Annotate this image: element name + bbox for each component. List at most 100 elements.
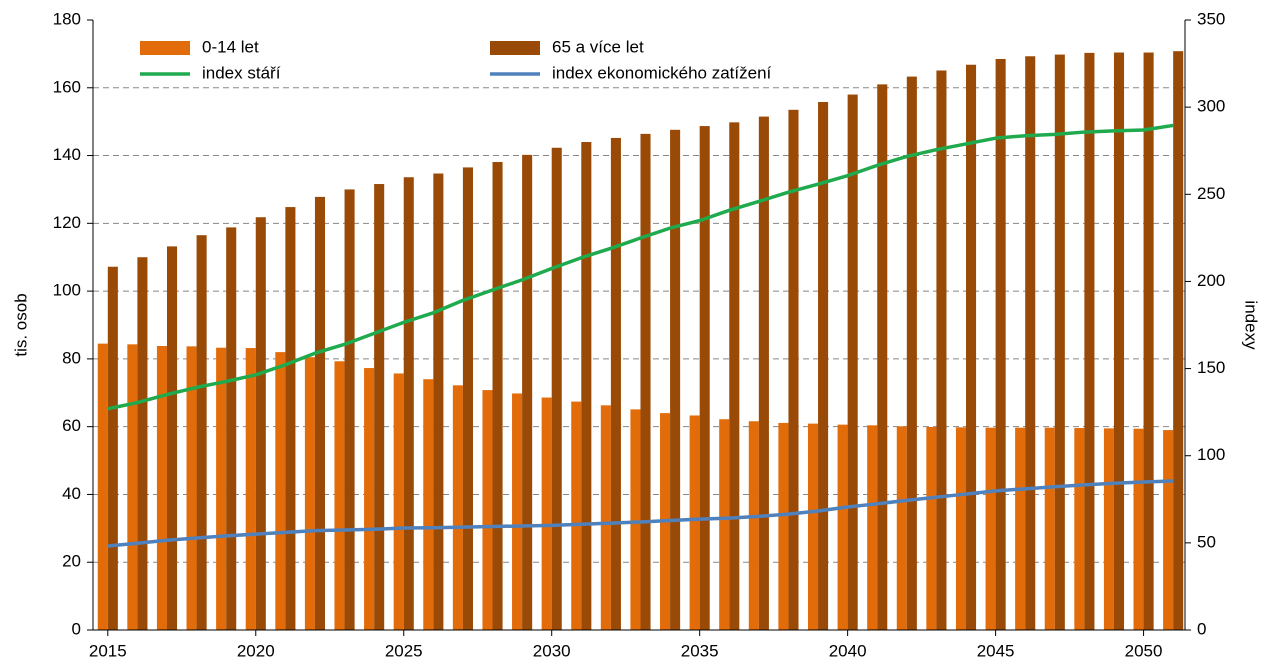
bar bbox=[97, 343, 108, 630]
bar bbox=[522, 154, 533, 630]
legend-swatch bbox=[140, 41, 190, 55]
bar bbox=[689, 415, 700, 630]
bar bbox=[1074, 428, 1085, 630]
legend-label: index stáří bbox=[202, 63, 281, 82]
bar bbox=[867, 425, 878, 630]
bar bbox=[1173, 51, 1184, 630]
y2-tick-label: 300 bbox=[1197, 97, 1225, 116]
line bbox=[107, 123, 1174, 411]
bar bbox=[807, 423, 819, 630]
bar bbox=[462, 167, 473, 630]
y2-tick-label: 50 bbox=[1197, 532, 1216, 551]
legend-label: 0-14 let bbox=[202, 37, 259, 56]
y-axis-label: tis. osob bbox=[11, 293, 30, 356]
y-tick-label: 180 bbox=[53, 9, 81, 28]
bar bbox=[729, 122, 740, 630]
bar bbox=[364, 368, 375, 630]
bar bbox=[906, 76, 917, 631]
bar bbox=[699, 126, 710, 631]
bar bbox=[482, 390, 493, 630]
bar bbox=[393, 373, 404, 630]
bar bbox=[1133, 428, 1144, 630]
x-tick-label: 2040 bbox=[829, 641, 867, 660]
bar bbox=[492, 161, 503, 630]
legend-swatch bbox=[490, 41, 540, 55]
bar bbox=[216, 347, 227, 630]
bar bbox=[137, 257, 148, 630]
bar bbox=[452, 385, 463, 630]
bar bbox=[1044, 427, 1055, 630]
x-tick-label: 2030 bbox=[533, 641, 571, 660]
y-tick-label: 160 bbox=[53, 77, 81, 96]
bar bbox=[936, 70, 947, 630]
bar bbox=[196, 235, 207, 630]
y2-tick-label: 350 bbox=[1197, 9, 1225, 28]
bar bbox=[314, 196, 326, 630]
bar bbox=[255, 217, 266, 630]
bar bbox=[896, 426, 907, 630]
bar bbox=[788, 109, 799, 631]
bar bbox=[127, 344, 138, 630]
bar bbox=[818, 102, 829, 630]
bar bbox=[630, 409, 641, 630]
bar bbox=[1054, 54, 1065, 631]
bar bbox=[186, 346, 197, 630]
bar bbox=[847, 94, 858, 631]
x-tick-label: 2015 bbox=[89, 641, 127, 660]
y-tick-label: 60 bbox=[62, 416, 81, 435]
bar bbox=[640, 133, 651, 630]
y2-tick-label: 150 bbox=[1197, 358, 1225, 377]
bar bbox=[551, 147, 562, 630]
x-tick-label: 2050 bbox=[1125, 641, 1163, 660]
bar bbox=[1103, 428, 1114, 630]
bar bbox=[571, 401, 582, 630]
bar bbox=[334, 361, 345, 630]
bar bbox=[541, 397, 552, 630]
bar bbox=[107, 266, 118, 630]
y-tick-label: 100 bbox=[53, 281, 81, 300]
bar bbox=[610, 137, 621, 630]
bar bbox=[275, 352, 286, 630]
bar bbox=[1025, 56, 1036, 631]
bar bbox=[748, 421, 759, 630]
line bbox=[107, 479, 1174, 548]
y-tick-label: 80 bbox=[62, 348, 81, 367]
bar bbox=[403, 177, 414, 630]
bar bbox=[837, 424, 848, 630]
y-tick-label: 120 bbox=[53, 213, 81, 232]
x-tick-label: 2025 bbox=[385, 641, 423, 660]
bar bbox=[166, 246, 178, 630]
bar bbox=[156, 346, 167, 630]
bar bbox=[600, 405, 611, 630]
bar bbox=[304, 357, 315, 630]
bar bbox=[374, 184, 385, 630]
x-tick-label: 2035 bbox=[681, 641, 719, 660]
legend-label: index ekonomického zatížení bbox=[552, 63, 772, 82]
y2-axis-label: indexy bbox=[1242, 300, 1261, 350]
y-tick-label: 140 bbox=[53, 145, 81, 164]
bar bbox=[245, 348, 256, 630]
bar bbox=[1113, 52, 1125, 631]
bar bbox=[423, 379, 434, 630]
bar bbox=[758, 116, 769, 631]
bar bbox=[955, 427, 967, 630]
bar bbox=[778, 422, 789, 630]
bar bbox=[581, 142, 592, 630]
y2-tick-label: 100 bbox=[1197, 445, 1225, 464]
bar bbox=[995, 58, 1006, 630]
bar bbox=[1143, 52, 1154, 631]
y-tick-label: 0 bbox=[72, 619, 81, 638]
bar bbox=[344, 189, 355, 630]
bar bbox=[1084, 52, 1095, 631]
y-tick-label: 40 bbox=[62, 484, 81, 503]
bar bbox=[719, 419, 730, 630]
bar bbox=[512, 393, 523, 630]
legend-label: 65 a více let bbox=[552, 37, 644, 56]
bar bbox=[926, 427, 937, 630]
y2-tick-label: 250 bbox=[1197, 184, 1225, 203]
y2-tick-label: 200 bbox=[1197, 271, 1225, 290]
bar bbox=[1015, 427, 1026, 630]
bar bbox=[285, 207, 296, 631]
x-tick-label: 2020 bbox=[237, 641, 275, 660]
